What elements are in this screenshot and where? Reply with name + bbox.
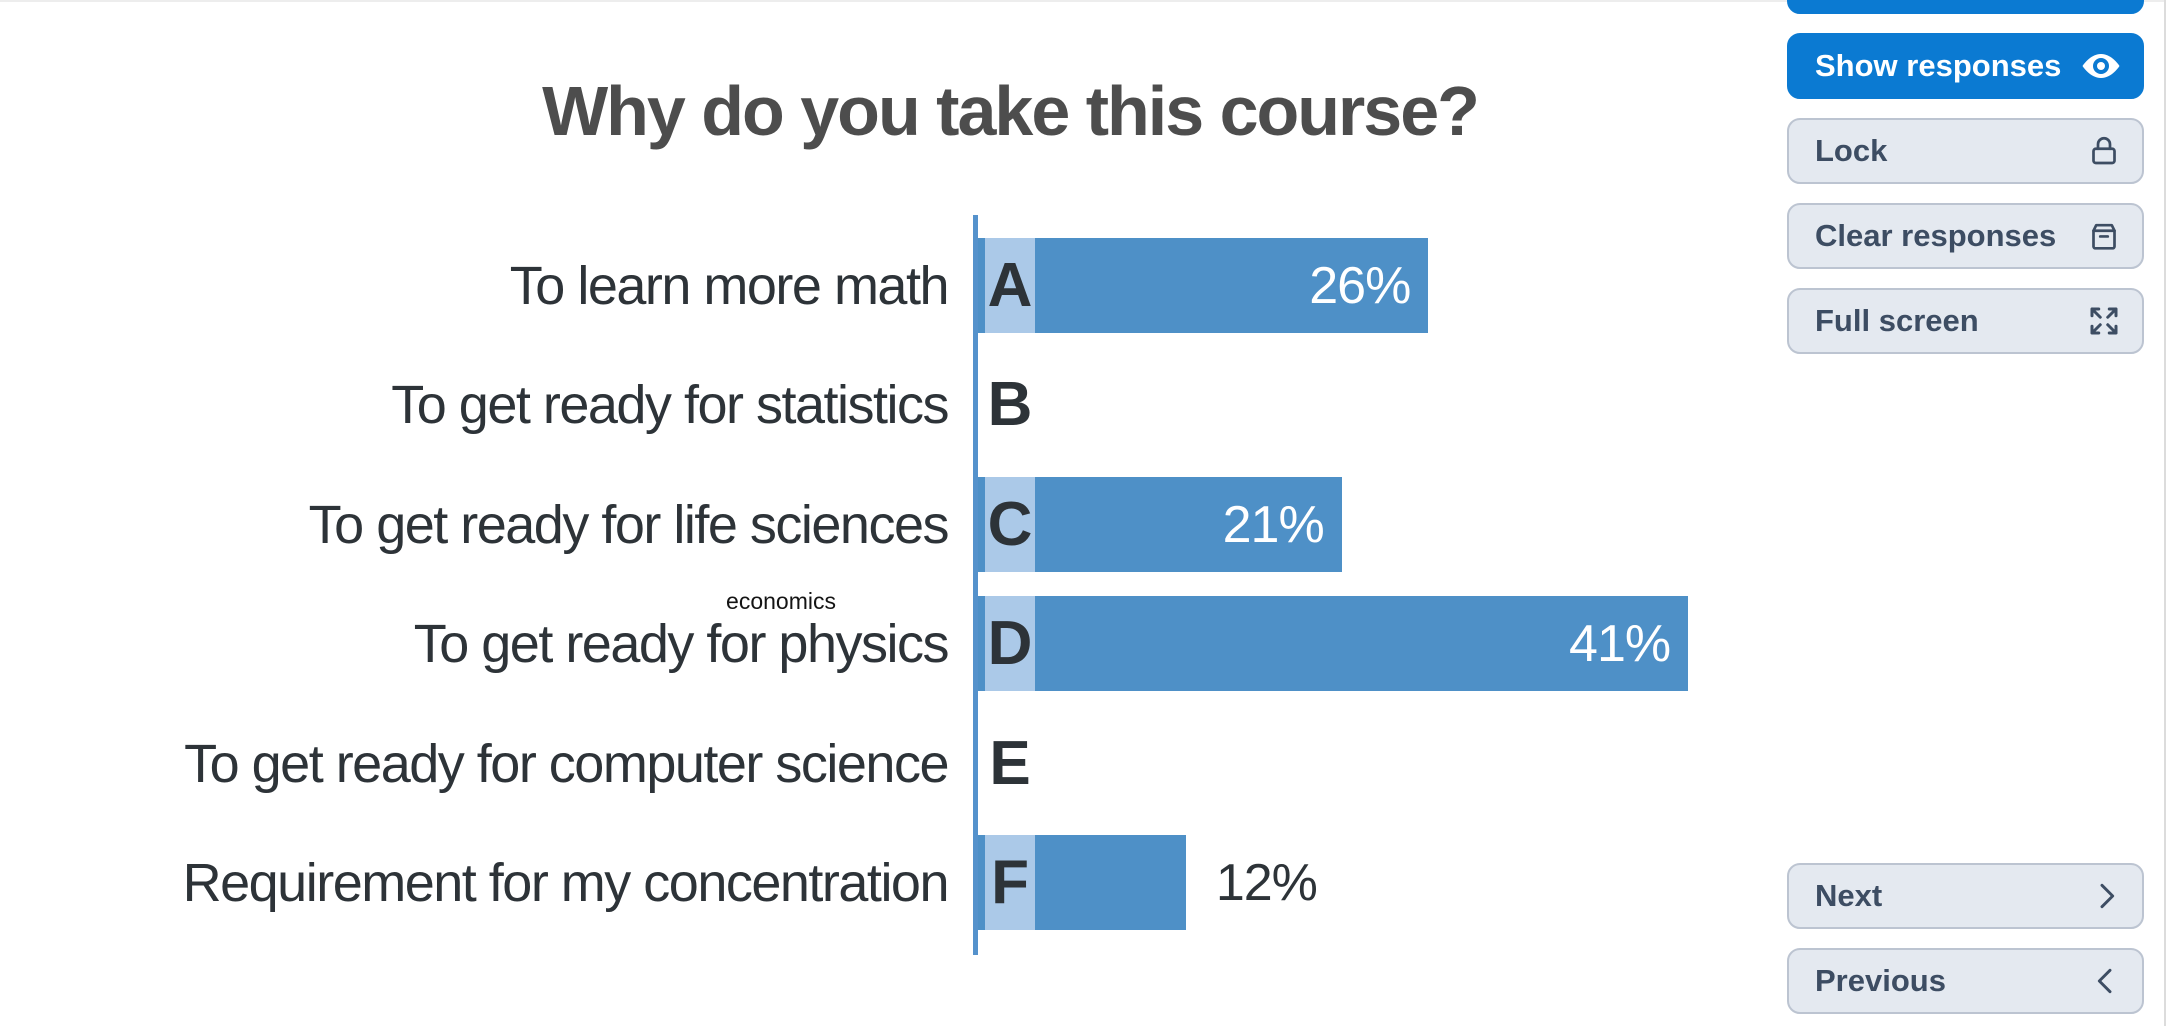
archive-box-icon (2086, 218, 2122, 254)
option-label: To get ready for life sciences (308, 494, 950, 555)
clear-responses-label: Clear responses (1815, 218, 2057, 253)
lock-icon (2086, 133, 2122, 169)
option-row: To learn more math 26% A (0, 238, 1780, 333)
top-hairline (0, 0, 2164, 2)
option-label: To get ready for physics (413, 613, 950, 674)
panel-divider (2164, 0, 2166, 1026)
option-label: To get ready for statistics (391, 374, 949, 435)
full-screen-label: Full screen (1815, 303, 1979, 338)
bar-value-outside: 12% (1215, 853, 1318, 912)
lock-button[interactable]: Lock (1787, 118, 2144, 184)
response-bar: 41% (978, 596, 1689, 691)
option-row: To get ready for physics 41% D (0, 596, 1780, 691)
option-row: Requirement for my concentration F 12% (0, 835, 1780, 930)
full-screen-button[interactable]: Full screen (1787, 288, 2144, 354)
label-annotation-economics: economics (726, 588, 836, 614)
option-letter-badge: D (985, 596, 1035, 691)
option-letter-badge: C (985, 477, 1035, 572)
chevron-right-icon (2090, 878, 2122, 914)
expand-icon (2086, 303, 2122, 339)
previous-button[interactable]: Previous (1787, 948, 2144, 1014)
response-bar: 21% (978, 477, 1342, 572)
option-letter-badge: A (985, 238, 1035, 333)
option-row: To get ready for life sciences 21% C (0, 477, 1780, 572)
next-button[interactable]: Next (1787, 863, 2144, 929)
next-button-label: Next (1815, 878, 1883, 913)
option-row: To get ready for statistics B (0, 357, 1780, 452)
chart-axis-line (973, 215, 978, 955)
chevron-left-icon (2090, 963, 2122, 999)
page-title: Why do you take this course? (542, 71, 1480, 150)
bar-value-label: 26% (1309, 256, 1411, 315)
option-letter-badge: B (987, 370, 1033, 439)
partial-top-button[interactable] (1787, 0, 2144, 14)
option-label: To get ready for computer science (184, 733, 949, 794)
clear-responses-button[interactable]: Clear responses (1787, 203, 2144, 269)
option-letter-badge: E (989, 729, 1031, 798)
bar-value-label: 21% (1222, 495, 1325, 554)
show-responses-label: Show responses (1815, 48, 2062, 83)
option-row: To get ready for computer science E (0, 716, 1780, 811)
previous-button-label: Previous (1815, 963, 1946, 998)
show-responses-button[interactable]: Show responses (1787, 33, 2144, 99)
eye-icon (2080, 51, 2122, 81)
lock-button-label: Lock (1815, 133, 1888, 168)
option-letter-badge: F (985, 835, 1035, 930)
option-label: To learn more math (509, 255, 950, 316)
response-bar: 26% (978, 238, 1429, 333)
option-label: Requirement for my concentration (182, 852, 950, 913)
bar-value-label: 41% (1569, 614, 1671, 673)
